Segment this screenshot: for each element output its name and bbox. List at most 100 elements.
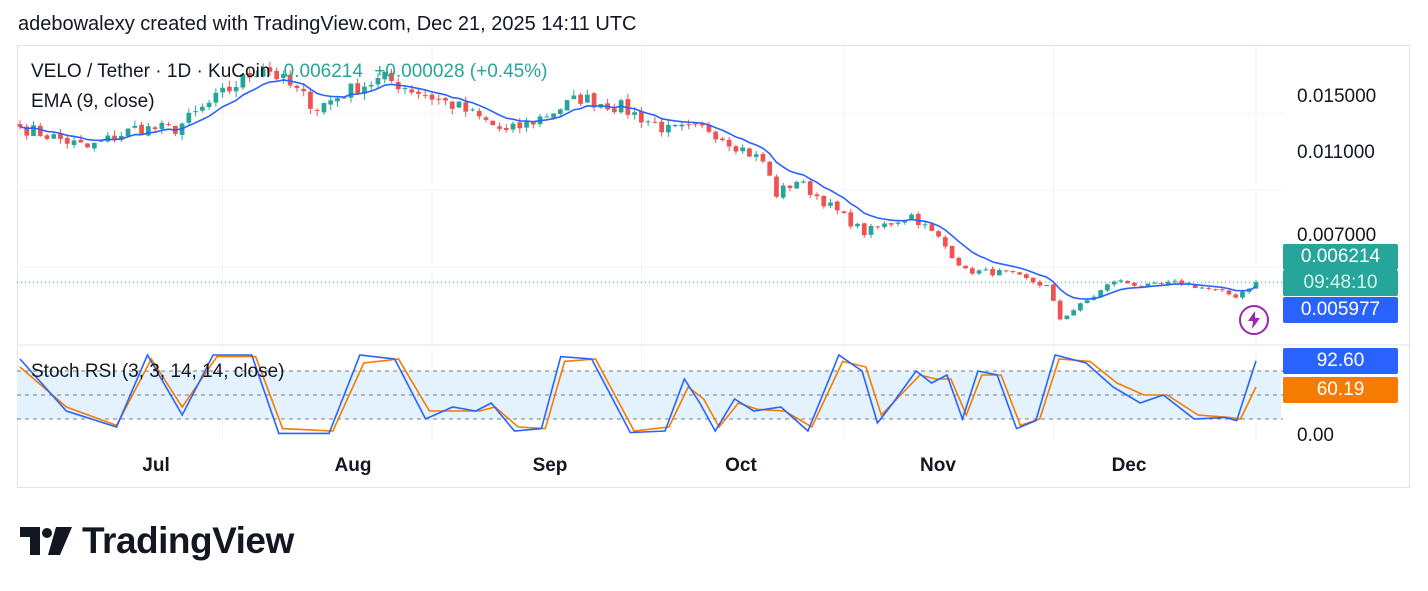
candle — [382, 71, 388, 84]
candle — [1105, 283, 1110, 293]
candle — [166, 121, 171, 127]
stoch-k-tag: 92.60 — [1283, 348, 1398, 374]
ema-line — [19, 79, 1257, 300]
candle — [639, 106, 644, 128]
candle — [112, 130, 117, 143]
candle — [652, 116, 658, 124]
month-label: Aug — [334, 455, 372, 476]
candle — [848, 208, 854, 229]
candle — [91, 142, 97, 152]
candle — [733, 144, 739, 155]
candle — [571, 90, 577, 100]
candle — [105, 131, 111, 143]
candle — [247, 68, 253, 83]
candle — [274, 67, 280, 83]
candle — [780, 182, 786, 200]
attribution-text: adebowalexy created with TradingView.com… — [18, 13, 637, 35]
candle — [564, 99, 570, 111]
candle — [233, 81, 239, 98]
candle — [436, 94, 442, 105]
candle — [362, 82, 367, 100]
candle — [1226, 289, 1232, 296]
candle — [861, 222, 867, 238]
stoch-d-line — [19, 355, 1257, 432]
candle — [179, 122, 185, 140]
candle — [476, 108, 482, 120]
tradingview-logo[interactable]: TradingView — [20, 520, 294, 562]
candle — [875, 226, 881, 230]
candle — [375, 73, 381, 89]
stoch-axis-tick: 0.00 — [1297, 425, 1334, 446]
candle — [1037, 279, 1043, 288]
candle — [1003, 270, 1009, 273]
stoch-d-tag: 60.19 — [1283, 377, 1398, 403]
candle — [578, 92, 583, 107]
month-label: Jul — [142, 455, 170, 476]
candle — [807, 178, 813, 199]
candle — [956, 256, 962, 267]
candle — [1233, 293, 1239, 299]
candle — [172, 125, 178, 137]
candle — [976, 269, 982, 276]
candle — [139, 121, 144, 136]
candle — [720, 137, 725, 142]
candle — [753, 151, 759, 162]
candle — [186, 108, 192, 126]
candle — [470, 107, 475, 112]
candle — [747, 147, 752, 158]
candle — [591, 91, 597, 112]
candle — [443, 96, 448, 105]
candle — [463, 96, 469, 117]
lightning-icon[interactable] — [1239, 305, 1269, 335]
candle — [922, 221, 928, 229]
candle — [125, 128, 131, 138]
last-price-tag: 0.006214 — [1283, 244, 1398, 270]
candle — [456, 101, 462, 108]
candle — [328, 96, 334, 110]
candle — [159, 120, 165, 135]
chart-frame — [17, 45, 1410, 488]
candle — [584, 89, 590, 103]
candle — [254, 70, 259, 78]
month-label: Nov — [920, 455, 956, 476]
price-axis-tick: 0.015000 — [1297, 86, 1377, 107]
candle — [767, 161, 773, 177]
candle — [605, 98, 610, 111]
candle — [1078, 302, 1083, 312]
candle — [58, 129, 63, 144]
candle — [814, 192, 820, 200]
candle — [1111, 280, 1117, 287]
candle — [503, 124, 509, 133]
candle — [1071, 308, 1077, 316]
candle — [348, 83, 354, 103]
candle — [449, 100, 455, 115]
symbol-legend: VELO / Tether · 1D · KuCoin 0.006214 +0.… — [31, 61, 547, 83]
candle — [1179, 278, 1185, 287]
candle — [193, 105, 198, 117]
candle — [1213, 288, 1218, 291]
candle — [969, 266, 975, 275]
candle — [368, 81, 374, 92]
candle — [841, 210, 847, 215]
stoch-k-line — [19, 353, 1257, 435]
candle — [936, 229, 941, 238]
symbol-price: 0.006214 — [283, 61, 363, 82]
candle — [199, 103, 205, 113]
tradingview-logo-icon — [20, 527, 72, 555]
candle — [1044, 284, 1049, 287]
candle — [260, 63, 266, 78]
tradingview-logo-text: TradingView — [82, 520, 294, 561]
candle — [51, 131, 57, 140]
symbol-name: VELO / Tether · 1D · KuCoin — [31, 61, 271, 82]
month-label: Oct — [725, 455, 757, 476]
candle — [1159, 281, 1164, 286]
candle — [1152, 281, 1158, 284]
candle — [314, 108, 320, 117]
candle — [389, 68, 394, 83]
candle — [949, 245, 955, 259]
candle — [990, 266, 995, 277]
candle — [71, 136, 77, 149]
candle — [301, 83, 307, 97]
candle — [726, 136, 732, 152]
